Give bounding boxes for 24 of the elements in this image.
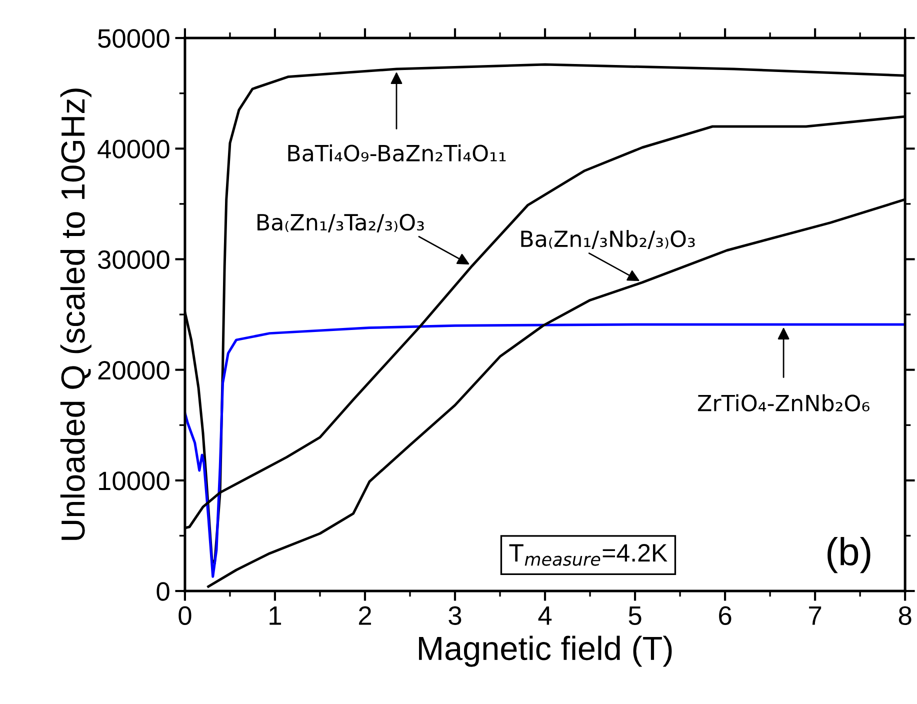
x-tick-label: 7 (809, 606, 822, 625)
x-tick-label: 1 (270, 606, 282, 625)
y-axis-title: Unloaded Q (scaled to 10GHz) (60, 88, 92, 540)
x-tick-label: 4 (538, 606, 552, 625)
x-tick-label: 6 (719, 606, 732, 625)
y-tick-label: 50000 (98, 29, 170, 48)
x-tick-label: 3 (448, 606, 462, 625)
x-tick-label: 5 (628, 606, 642, 625)
annotation: ZrTiO₄-ZnNb₂O₆ (698, 394, 870, 412)
annotation: (b) (828, 536, 870, 574)
y-tick-label: 30000 (98, 250, 170, 270)
x-tick-label: 2 (358, 606, 372, 625)
x-tick-label: 8 (898, 606, 912, 625)
line-series (184, 323, 906, 578)
x-axis-title: Magnetic field (T) (419, 636, 672, 667)
annotation: BaTi₄O₉-BaZn₂Ti₄O₁₁ (288, 144, 506, 162)
y-tick-label: 40000 (98, 140, 170, 158)
annotation: Ba₍Zn₁/₃Nb₂/₃₎O₃ (521, 230, 695, 249)
x-tick-label: 0 (178, 606, 192, 625)
annotation: Ba₍Zn₁/₃Ta₂/₃₎O₃ (258, 214, 424, 232)
y-tick-label: 0 (156, 582, 170, 601)
annotation: T$_{measure}$=4.2K (509, 544, 668, 566)
y-tick-label: 10000 (99, 472, 170, 490)
y-tick-label: 20000 (98, 360, 170, 380)
